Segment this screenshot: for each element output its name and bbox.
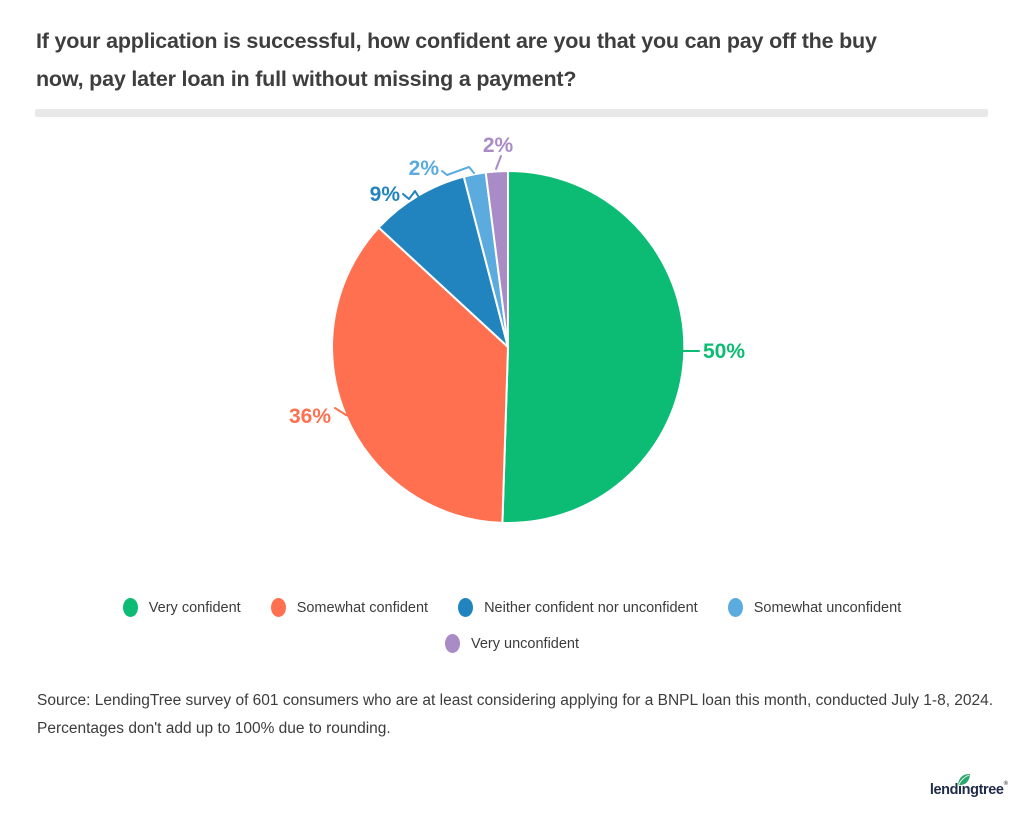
logo-text: lendingtree [929,782,1004,798]
legend-dot-icon [444,634,460,653]
legend-row-2: Very unconfident [0,634,1024,653]
chart-title: If your application is successful, how c… [36,22,877,98]
legend-item-neither-confident-nor-unconfident: Neither confident nor unconfident [458,598,698,617]
legend-item-somewhat-confident: Somewhat confident [270,598,429,617]
slice-percentage-label-3: 9% [370,183,401,206]
legend-item-very-confident: Very confident [122,598,241,617]
slice-percentage-label-4: 2% [409,157,440,180]
title-divider [35,109,988,117]
chart-title-line2: now, pay later loan in full without miss… [36,67,577,91]
legend-dot-icon [270,598,286,617]
source-note: Source: LendingTree survey of 601 consum… [37,692,994,737]
slice-percentage-label-5: 2% [483,134,514,157]
leader-line-5 [495,155,502,170]
slice-percentage-label-2: 36% [289,405,331,428]
legend-item-very-unconfident: Very unconfident [444,634,580,653]
legend-label: Somewhat confident [296,599,429,616]
pie-slice-1 [501,169,686,524]
registered-mark: ® [1003,781,1008,787]
legend-dot-icon [727,598,743,617]
legend-label: Somewhat unconfident [753,599,902,616]
leader-line-4 [441,166,475,176]
pie-chart: 50% 36% 9% 2% 2% [289,134,745,524]
chart-title-line1: If your application is successful, how c… [36,29,877,53]
legend-item-somewhat-unconfident: Somewhat unconfident [727,598,902,617]
legend-dot-icon [122,598,138,617]
chart-legend: Very confident Somewhat confident Neither … [0,598,1024,670]
lendingtree-logo: lendingtree® [929,773,1008,798]
slice-percentage-label-1: 50% [703,340,745,363]
pie-slice-5 [484,169,509,348]
legend-dot-icon [458,598,474,617]
legend-label: Very confident [148,599,241,616]
leader-line-3 [402,190,421,200]
legend-label: Very unconfident [470,635,580,652]
leader-line-2 [334,407,355,418]
leaf-icon [957,773,970,786]
legend-label: Neither confident nor unconfident [484,599,698,616]
legend-row-1: Very confident Somewhat confident Neither … [0,598,1024,617]
